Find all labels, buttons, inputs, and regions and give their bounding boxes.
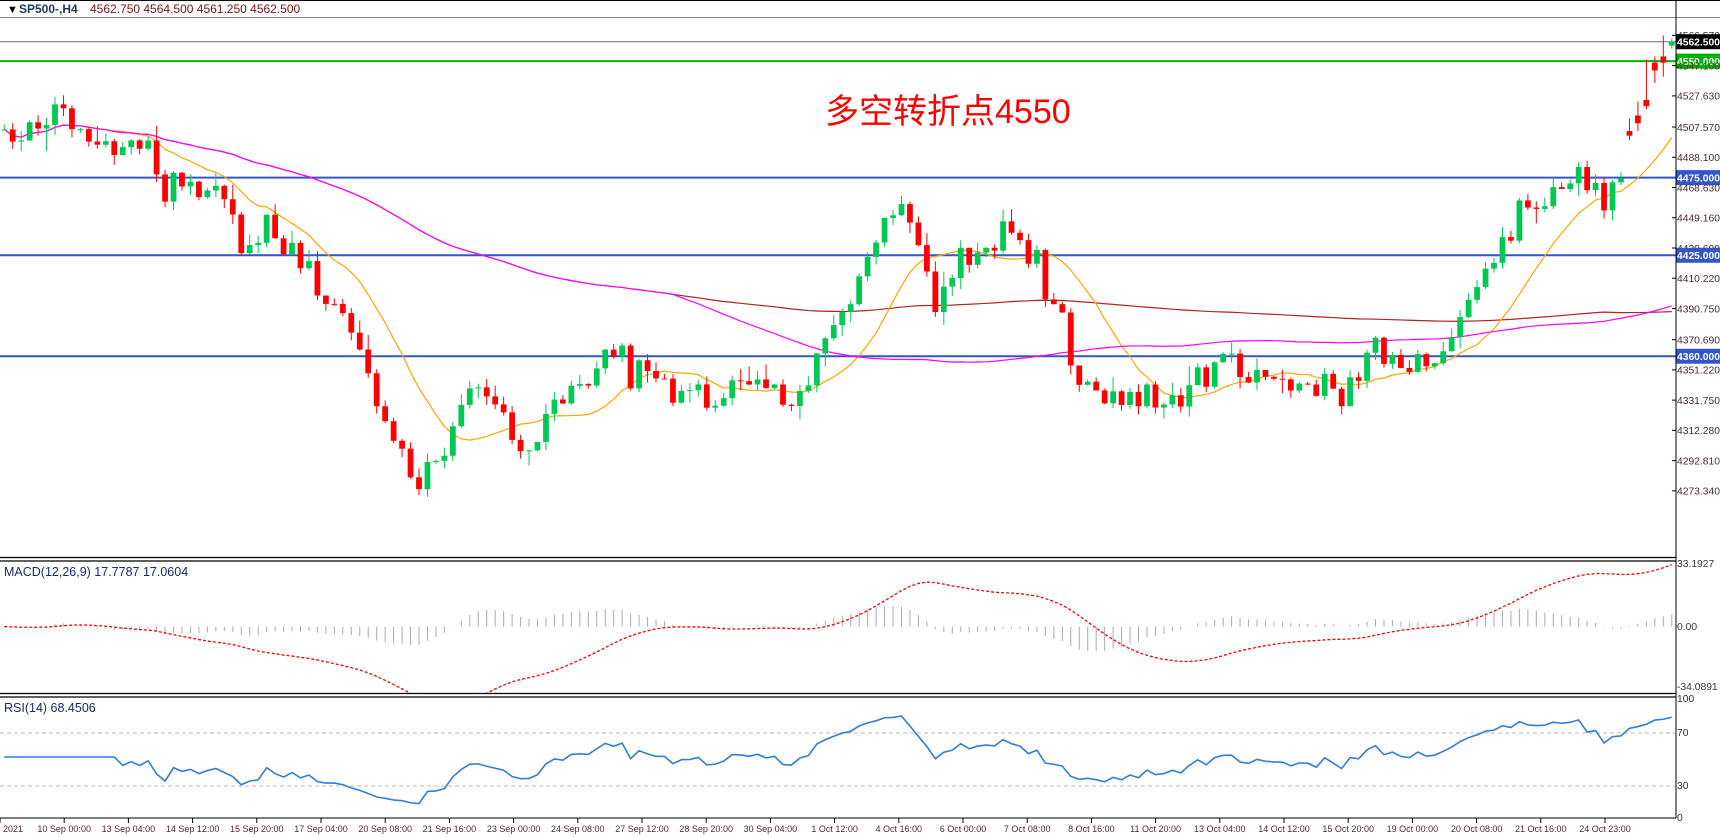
svg-text:4360.000: 4360.000 [1677, 352, 1720, 363]
svg-text:70: 70 [1677, 728, 1689, 739]
svg-text:4425.000: 4425.000 [1677, 251, 1720, 262]
svg-text:0: 0 [1677, 813, 1683, 824]
svg-text:21 Sep 16:00: 21 Sep 16:00 [423, 824, 477, 834]
svg-text:33.1927: 33.1927 [1677, 559, 1714, 570]
svg-text:4488.100: 4488.100 [1677, 153, 1720, 164]
svg-text:1 Oct 12:00: 1 Oct 12:00 [811, 824, 858, 834]
svg-text:21 Oct 16:00: 21 Oct 16:00 [1515, 824, 1567, 834]
svg-text:23 Sep 00:00: 23 Sep 00:00 [487, 824, 541, 834]
svg-text:RSI(14) 68.4506: RSI(14) 68.4506 [4, 701, 96, 715]
svg-text:10 Sep 00:00: 10 Sep 00:00 [37, 824, 91, 834]
svg-text:4312.280: 4312.280 [1677, 426, 1720, 437]
svg-text:20 Sep 08:00: 20 Sep 08:00 [358, 824, 412, 834]
svg-text:8 Sep 2021: 8 Sep 2021 [0, 824, 23, 834]
svg-text:100: 100 [1677, 694, 1694, 705]
svg-text:14 Oct 12:00: 14 Oct 12:00 [1258, 824, 1310, 834]
svg-text:0.00: 0.00 [1677, 622, 1697, 633]
svg-text:MACD(12,26,9) 17.7787 17.0604: MACD(12,26,9) 17.7787 17.0604 [4, 565, 188, 579]
svg-text:4292.810: 4292.810 [1677, 456, 1720, 467]
svg-text:14 Sep 12:00: 14 Sep 12:00 [166, 824, 220, 834]
svg-text:▼: ▼ [7, 4, 18, 16]
svg-text:27 Sep 12:00: 27 Sep 12:00 [615, 824, 669, 834]
svg-text:30: 30 [1677, 781, 1689, 792]
svg-text:11 Oct 20:00: 11 Oct 20:00 [1130, 824, 1181, 834]
svg-text:17 Sep 04:00: 17 Sep 04:00 [294, 824, 348, 834]
svg-text:13 Sep 04:00: 13 Sep 04:00 [102, 824, 156, 834]
svg-text:8 Oct 16:00: 8 Oct 16:00 [1068, 824, 1115, 834]
svg-text:4547.100: 4547.100 [1677, 61, 1720, 72]
svg-text:4562.500: 4562.500 [1677, 38, 1720, 49]
svg-text:30 Sep 04:00: 30 Sep 04:00 [744, 824, 798, 834]
svg-text:4390.750: 4390.750 [1677, 304, 1720, 315]
svg-text:4562.750 4564.500 4561.250 456: 4562.750 4564.500 4561.250 4562.500 [90, 2, 301, 16]
svg-text:4331.750: 4331.750 [1677, 396, 1720, 407]
svg-text:24 Sep 08:00: 24 Sep 08:00 [551, 824, 605, 834]
svg-text:4351.220: 4351.220 [1677, 366, 1720, 377]
svg-text:4507.570: 4507.570 [1677, 123, 1720, 134]
svg-text:4527.630: 4527.630 [1677, 92, 1720, 103]
svg-text:4 Oct 16:00: 4 Oct 16:00 [876, 824, 923, 834]
svg-text:-34.0891: -34.0891 [1677, 682, 1718, 693]
svg-text:4273.340: 4273.340 [1677, 487, 1720, 498]
svg-text:28 Sep 20:00: 28 Sep 20:00 [679, 824, 733, 834]
svg-text:6 Oct 00:00: 6 Oct 00:00 [940, 824, 987, 834]
svg-text:4468.630: 4468.630 [1677, 183, 1720, 194]
svg-text:SP500-,H4: SP500-,H4 [19, 2, 78, 16]
svg-text:19 Oct 00:00: 19 Oct 00:00 [1387, 824, 1439, 834]
svg-text:4410.220: 4410.220 [1677, 274, 1720, 285]
svg-text:24 Oct 23:00: 24 Oct 23:00 [1579, 824, 1631, 834]
svg-text:15 Oct 20:00: 15 Oct 20:00 [1322, 824, 1374, 834]
svg-text:4449.160: 4449.160 [1677, 214, 1720, 225]
svg-text:多空转折点4550: 多空转折点4550 [825, 93, 1071, 131]
svg-text:13 Oct 04:00: 13 Oct 04:00 [1194, 824, 1246, 834]
svg-text:4370.690: 4370.690 [1677, 335, 1720, 346]
svg-text:15 Sep 20:00: 15 Sep 20:00 [230, 824, 284, 834]
svg-text:20 Oct 08:00: 20 Oct 08:00 [1451, 824, 1503, 834]
svg-text:7 Oct 08:00: 7 Oct 08:00 [1004, 824, 1051, 834]
